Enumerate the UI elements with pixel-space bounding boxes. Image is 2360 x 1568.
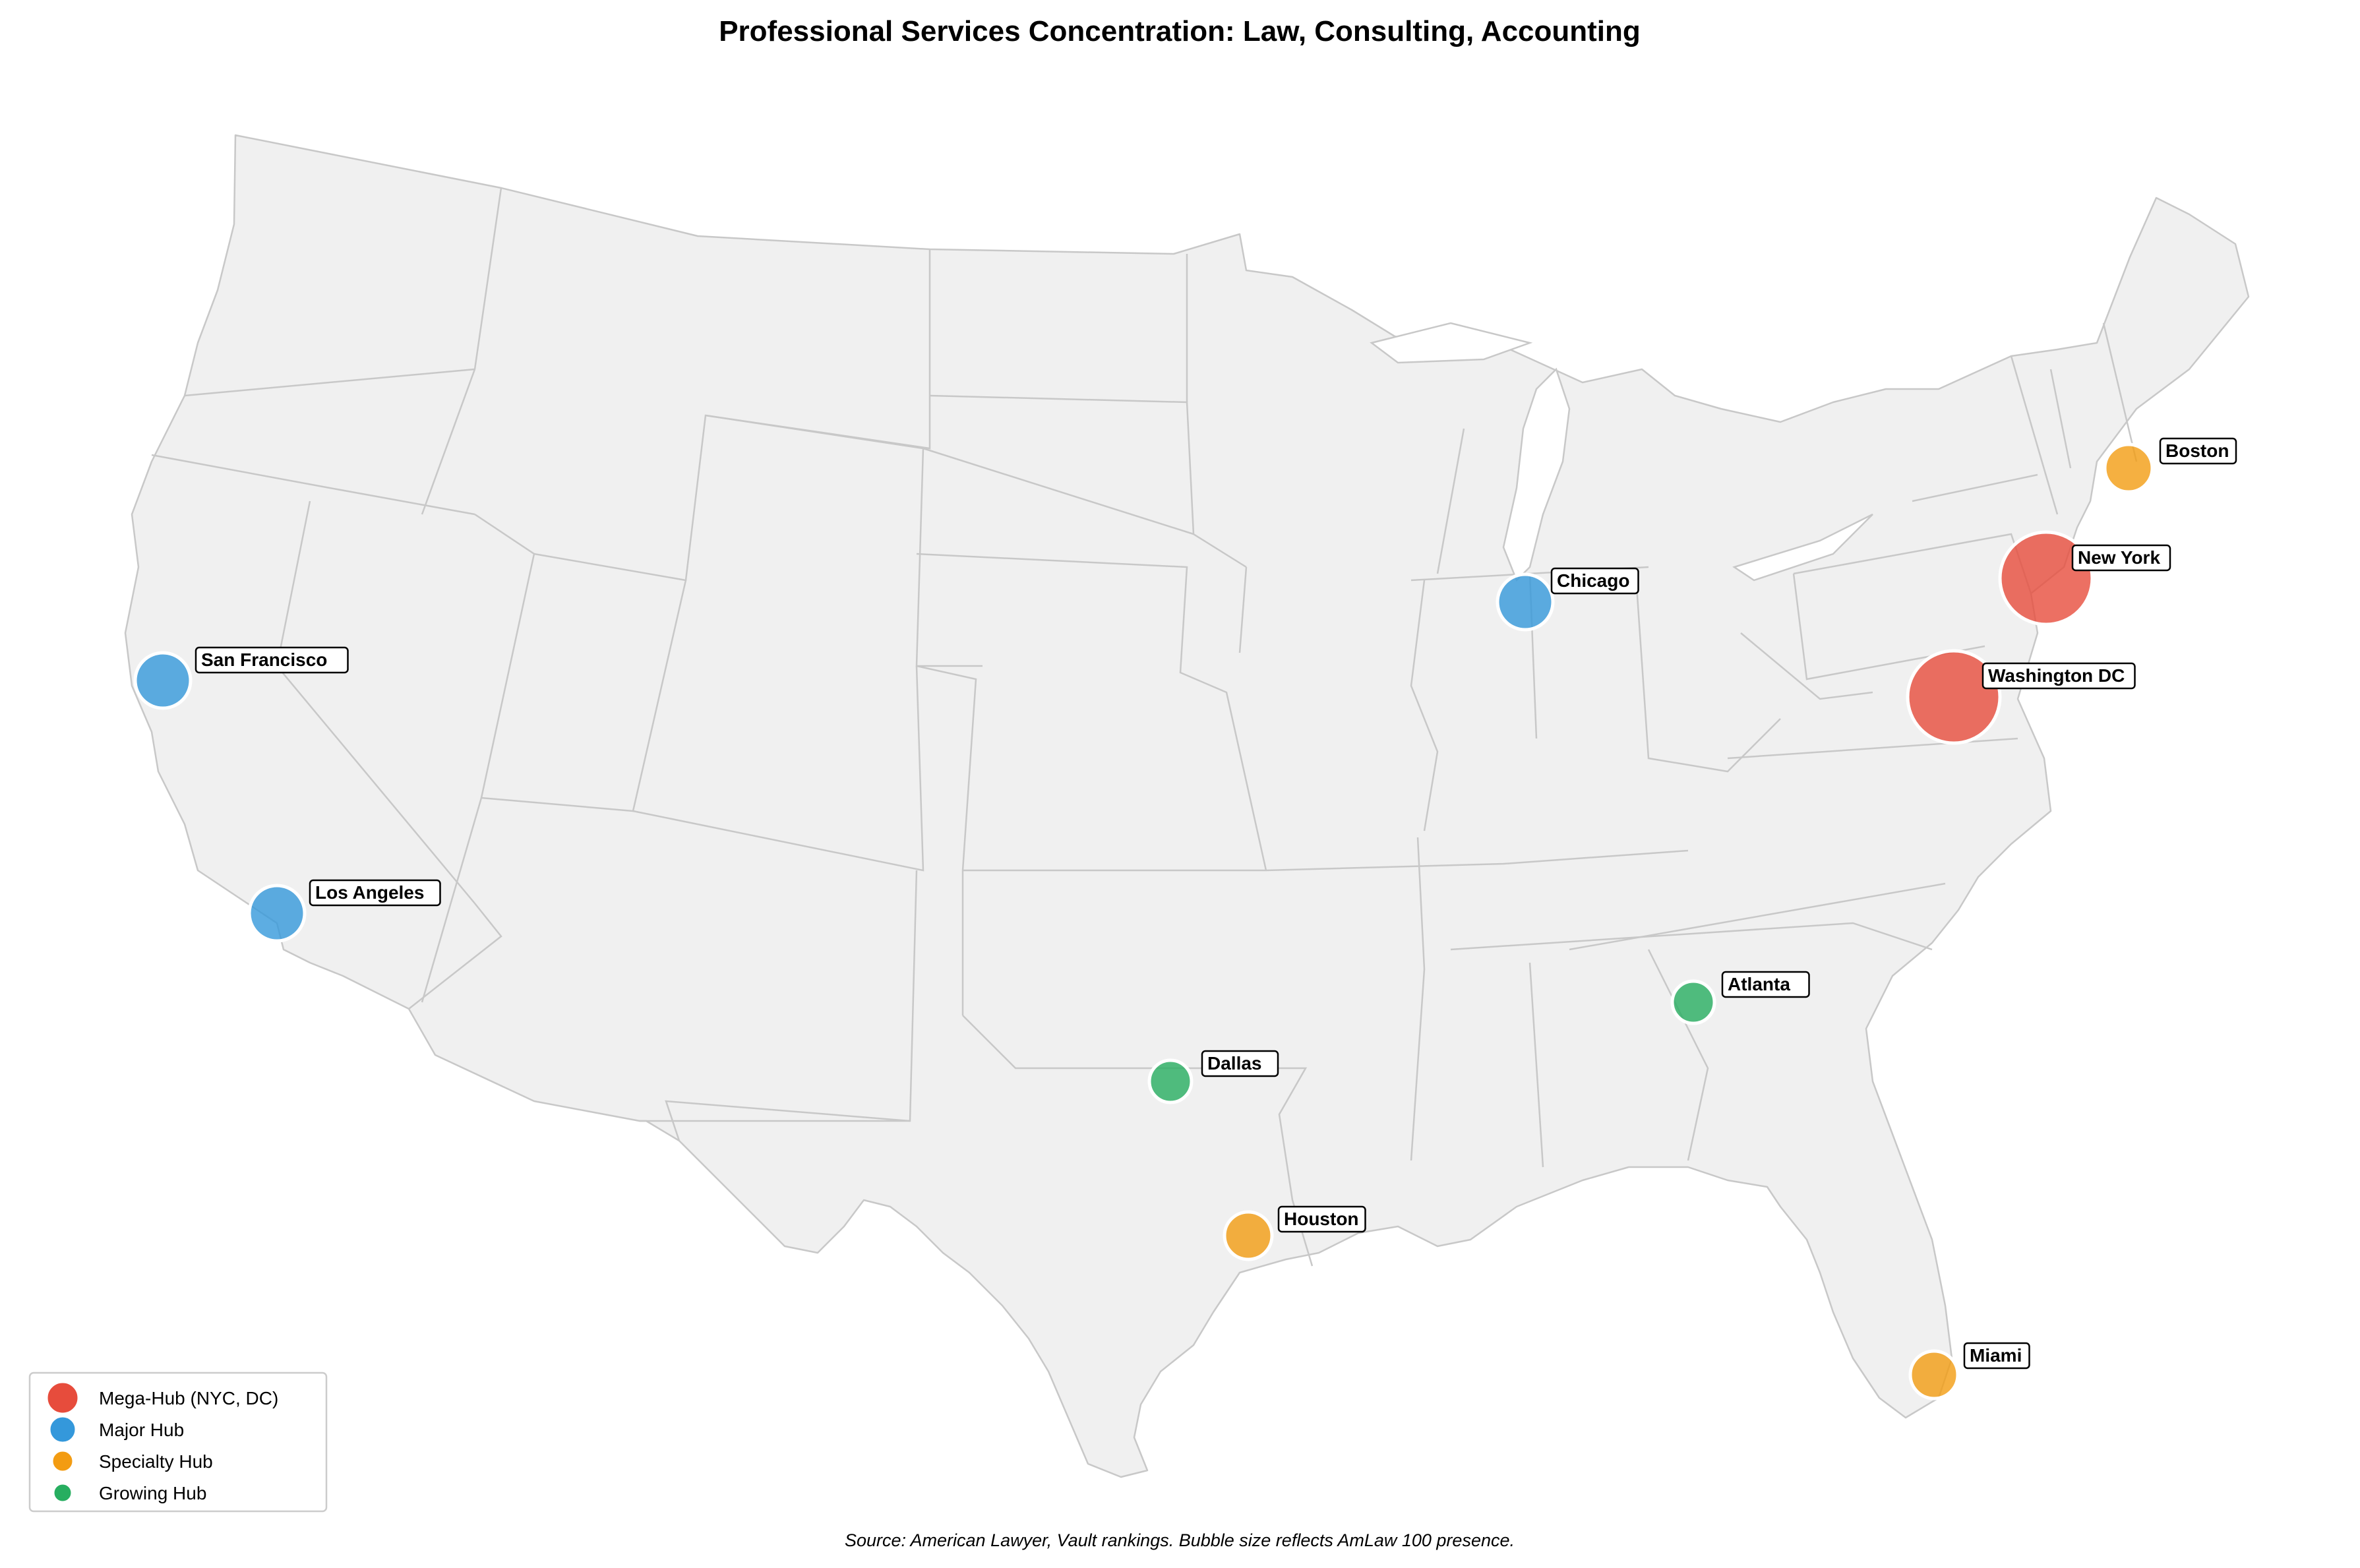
bubble-boston	[2103, 442, 2154, 494]
label-box-san-francisco	[195, 646, 349, 674]
label-text-boston: Boston	[2165, 440, 2229, 461]
label-chicago: Chicago	[1550, 567, 1639, 595]
label-dallas: Dallas	[1201, 1050, 1279, 1077]
label-houston: Houston	[1277, 1205, 1366, 1233]
city-labels: New York Washington DC Chicago San Francisc…	[195, 437, 2237, 1370]
label-san-francisco: San Francisco	[195, 646, 349, 674]
legend-label-growing: Growing Hub	[99, 1483, 206, 1503]
great-lakes	[1370, 322, 1873, 582]
label-text-chicago: Chicago	[1557, 570, 1629, 591]
city-bubbles	[133, 442, 2154, 1401]
legend-label-specialty: Specialty Hub	[99, 1451, 213, 1472]
label-box-washington-dc	[1982, 662, 2136, 690]
label-box-dallas	[1201, 1050, 1279, 1077]
label-text-washington-dc: Washington DC	[1988, 665, 2125, 686]
source-note: Source: American Lawyer, Vault rankings.…	[845, 1530, 1515, 1550]
bubble-dallas	[1147, 1058, 1194, 1104]
label-new-york: New York	[2071, 544, 2171, 572]
label-box-chicago	[1550, 567, 1639, 595]
bubble-new-york	[1998, 530, 2094, 626]
legend-label-mega: Mega-Hub (NYC, DC)	[99, 1388, 278, 1408]
legend-marker-major	[48, 1415, 77, 1444]
label-text-los-angeles: Los Angeles	[315, 882, 424, 903]
legend-marker-mega	[45, 1381, 80, 1415]
label-box-miami	[1963, 1342, 2030, 1370]
bubble-houston	[1223, 1210, 1274, 1261]
bubble-atlanta	[1670, 979, 1716, 1025]
legend-marker-growing	[52, 1482, 73, 1503]
label-box-boston	[2159, 437, 2237, 465]
label-miami: Miami	[1963, 1342, 2030, 1370]
legend-frame	[28, 1372, 328, 1513]
legend-label-major: Major Hub	[99, 1420, 184, 1440]
label-box-atlanta	[1721, 971, 1810, 998]
bubble-washington-dc	[1906, 649, 2002, 745]
bubble-los-angeles	[247, 884, 307, 943]
label-atlanta: Atlanta	[1721, 971, 1810, 998]
label-box-houston	[1277, 1205, 1366, 1233]
label-box-new-york	[2071, 544, 2171, 572]
label-text-dallas: Dallas	[1207, 1053, 1262, 1073]
label-boston: Boston	[2159, 437, 2237, 465]
label-los-angeles: Los Angeles	[309, 879, 441, 907]
bubble-chicago	[1496, 572, 1555, 632]
label-text-atlanta: Atlanta	[1728, 974, 1790, 994]
us-outline	[124, 134, 2250, 1478]
label-text-houston: Houston	[1284, 1209, 1359, 1229]
state-borders	[151, 187, 2138, 1267]
label-text-san-francisco: San Francisco	[201, 649, 327, 670]
bubble-miami	[1908, 1349, 1960, 1401]
label-box-los-angeles	[309, 879, 441, 907]
map-title: Professional Services Concentration: Law…	[719, 15, 1641, 47]
label-text-miami: Miami	[1970, 1345, 2022, 1366]
label-text-new-york: New York	[2078, 547, 2160, 568]
label-washington-dc: Washington DC	[1982, 662, 2136, 690]
us-basemap	[124, 134, 2250, 1478]
legend-marker-specialty	[51, 1449, 75, 1473]
bubble-san-francisco	[133, 651, 193, 710]
legend: Mega-Hub (NYC, DC) Major Hub Specialty Hub…	[28, 1372, 328, 1513]
